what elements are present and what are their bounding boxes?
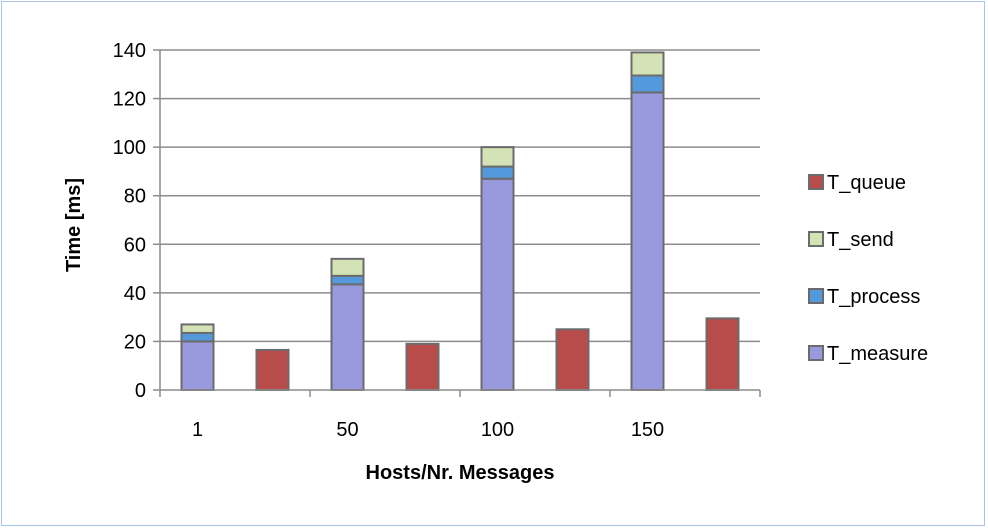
y-tick-label: 60 bbox=[124, 234, 146, 256]
y-tick-label: 100 bbox=[113, 137, 146, 159]
bar-t-measure bbox=[480, 177, 515, 391]
gridlines bbox=[160, 49, 760, 343]
legend-swatch bbox=[808, 345, 824, 361]
bar-t-process bbox=[330, 274, 365, 286]
bar-t-measure bbox=[180, 340, 215, 391]
legend-label: T_send bbox=[827, 229, 894, 251]
legend-swatch bbox=[808, 288, 824, 304]
y-tick-label: 20 bbox=[124, 331, 146, 353]
bars bbox=[180, 51, 740, 392]
y-tick-label: 120 bbox=[113, 89, 146, 111]
y-axis-title: Time [ms] bbox=[63, 178, 85, 272]
bar-t-process bbox=[180, 331, 215, 343]
bar-t-measure bbox=[330, 283, 365, 392]
bar-t-process bbox=[630, 74, 665, 94]
legend: T_queue T_send T_process T_measure bbox=[808, 172, 928, 365]
bar-t-queue bbox=[405, 342, 440, 392]
legend-swatch bbox=[808, 174, 824, 190]
y-tick-label: 140 bbox=[113, 40, 146, 62]
x-tick-label: 100 bbox=[481, 419, 514, 441]
x-axis-title: Hosts/Nr. Messages bbox=[366, 462, 555, 484]
bar-t-queue bbox=[255, 348, 290, 391]
bar-t-send bbox=[330, 257, 365, 277]
axes bbox=[153, 49, 761, 397]
legend-label: T_process bbox=[827, 286, 920, 308]
bar-t-process bbox=[480, 165, 515, 180]
bar-t-queue bbox=[705, 317, 740, 392]
bar-t-queue bbox=[555, 328, 590, 391]
bar-t-send bbox=[630, 51, 665, 77]
x-tick-label: 150 bbox=[631, 419, 664, 441]
y-tick-label: 0 bbox=[135, 380, 146, 402]
bar-t-send bbox=[480, 146, 515, 168]
bar-t-measure bbox=[630, 91, 665, 391]
x-tick-label: 50 bbox=[336, 419, 358, 441]
legend-swatch bbox=[808, 231, 824, 247]
y-tick-label: 80 bbox=[124, 186, 146, 208]
legend-label: T_queue bbox=[827, 172, 906, 194]
legend-label: T_measure bbox=[827, 343, 928, 365]
y-tick-label: 40 bbox=[124, 283, 146, 305]
bar-t-send bbox=[180, 323, 215, 334]
x-tick-label: 1 bbox=[192, 419, 203, 441]
